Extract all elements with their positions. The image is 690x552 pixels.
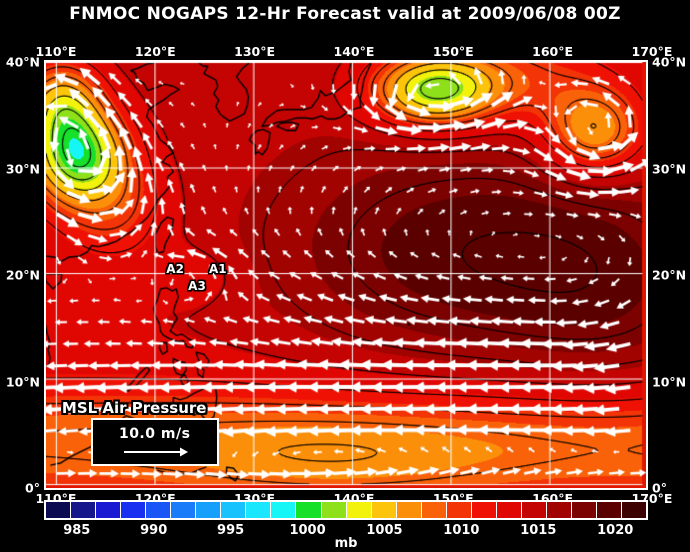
lat-tick-label-left-30: 30°N	[5, 161, 40, 176]
colorbar-tick-990: 990	[140, 523, 168, 538]
lat-tick-label-right-0: 0°	[652, 480, 667, 496]
colorbar-tick-985: 985	[63, 523, 91, 538]
colorbar-tick-995: 995	[217, 523, 245, 538]
colorbar-cell-10	[296, 502, 322, 518]
colorbar-cell-17	[471, 502, 497, 518]
colorbar-cell-2	[96, 502, 122, 518]
colorbar-cell-13	[371, 502, 397, 518]
lon-tick-label-150: 150°E	[432, 44, 474, 59]
colorbar-cell-9	[271, 502, 297, 518]
colorbar-cell-4	[146, 502, 172, 518]
colorbar-cell-0	[46, 502, 72, 518]
colorbar-cell-8	[246, 502, 272, 518]
wind-scale-legend: 10.0 m/s	[90, 417, 219, 466]
colorbar-cell-5	[171, 502, 197, 518]
field-label: MSL Air Pressure	[61, 398, 207, 417]
lon-tick-label-130: 130°E	[234, 44, 276, 59]
lon-tick-label-120: 120°E	[134, 44, 176, 59]
lat-tick-label-right-30: 30°N	[652, 161, 687, 176]
lon-tick-label-110: 110°E	[35, 44, 77, 59]
colorbar-cell-12	[346, 502, 372, 518]
wind-scale-arrow-icon	[123, 447, 188, 457]
colorbar-cell-21	[571, 502, 598, 518]
lon-tick-label-140: 140°E	[333, 44, 375, 59]
colorbar-cell-3	[121, 502, 147, 518]
lat-tick-label-right-10: 10°N	[652, 374, 687, 389]
colorbar-cell-22	[597, 502, 623, 518]
lat-tick-label-left-10: 10°N	[5, 374, 40, 389]
colorbar-cell-23	[622, 502, 647, 518]
colorbar-cell-16	[446, 502, 472, 518]
wind-scale-label: 10.0 m/s	[118, 425, 191, 442]
colorbar-unit-label: mb	[334, 536, 358, 551]
colorbar-cell-6	[196, 502, 222, 518]
lat-tick-label-left-0: 0°	[25, 480, 40, 496]
colorbar-tick-1020: 1020	[597, 523, 634, 538]
colorbar-cell-7	[221, 502, 247, 518]
map-annotation-A1: A1	[209, 261, 227, 276]
colorbar-tick-1005: 1005	[366, 523, 403, 538]
colorbar-cell-20	[546, 502, 572, 518]
colorbar-cell-11	[321, 502, 347, 518]
colorbar-cell-15	[421, 502, 447, 518]
lat-tick-label-right-40: 40°N	[652, 54, 687, 70]
colorbar-tick-1010: 1010	[443, 523, 480, 538]
map-plot-area[interactable]: A2 A1 A3 MSL Air Pressure 10.0 m/s	[44, 60, 648, 490]
graticule-and-wind-canvas	[46, 62, 646, 488]
lat-tick-label-left-40: 40°N	[5, 54, 40, 70]
lat-tick-label-left-20: 20°N	[5, 267, 40, 283]
map-annotation-A3: A3	[188, 278, 206, 293]
colorbar-cell-1	[71, 502, 97, 518]
lat-tick-label-right-20: 20°N	[652, 267, 687, 283]
colorbar-cell-19	[521, 502, 547, 518]
pressure-colorbar[interactable]	[44, 500, 648, 520]
colorbar-tick-1015: 1015	[520, 523, 557, 538]
colorbar-tick-1000: 1000	[289, 523, 326, 538]
map-annotation-A2: A2	[166, 261, 184, 276]
lon-tick-label-160: 160°E	[532, 44, 574, 59]
colorbar-cell-14	[396, 502, 422, 518]
page-title: FNMOC NOGAPS 12-Hr Forecast valid at 200…	[69, 4, 621, 24]
lon-tick-label-170: 170°E	[631, 44, 673, 59]
colorbar-cell-18	[496, 502, 522, 518]
